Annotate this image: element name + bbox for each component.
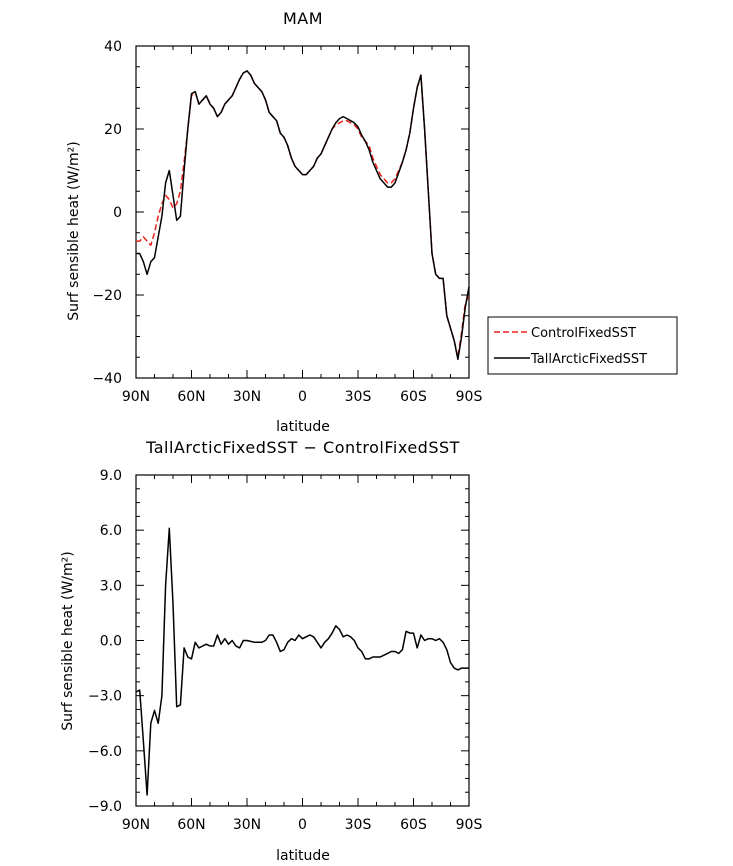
- bottom-y-axis-label: Surf sensible heat (W/m²): [60, 551, 76, 730]
- bottom-x-tick-label: 30S: [345, 817, 372, 833]
- bottom-plot-area: 90N 60N 30N 0 30S 60S 90S 9.0 6.0 3.0 0.0 −3.0 −6.0 −…: [88, 468, 482, 833]
- bottom-x-tick-label: 90N: [122, 817, 150, 833]
- bottom-y-tick-label: −3.0: [88, 689, 122, 705]
- top-x-tick-label: 90S: [456, 389, 483, 405]
- bottom-y-tick-label: −9.0: [88, 799, 122, 815]
- top-y-tick-label: 0: [113, 205, 122, 221]
- top-x-axis-label: latitude: [276, 419, 330, 435]
- legend-label-control: ControlFixedSST: [531, 326, 636, 341]
- bottom-y-tick-label: −6.0: [88, 744, 122, 760]
- top-x-tick-label: 30S: [345, 389, 372, 405]
- bottom-y-tick-label: 6.0: [100, 523, 122, 539]
- top-y-axis-label: Surf sensible heat (W/m²): [66, 141, 82, 320]
- top-y-tick-label: −20: [92, 288, 122, 304]
- bottom-x-tick-label: 90S: [456, 817, 483, 833]
- bottom-series-line-difference: [135, 527, 469, 796]
- panel-top: MAM Surf sensible heat (W/m²) latitude 9…: [66, 9, 678, 435]
- bottom-x-tick-label: 60N: [177, 817, 205, 833]
- top-y-tick-label: −40: [92, 371, 122, 387]
- top-x-tick-label: 90N: [122, 389, 150, 405]
- bottom-x-tick-label: 30N: [233, 817, 261, 833]
- bottom-x-tick-label: 60S: [400, 817, 427, 833]
- top-series-line-controlfixedsst: [136, 70, 470, 359]
- legend-box: [487, 316, 678, 375]
- top-x-tick-label: 60S: [400, 389, 427, 405]
- bottom-y-tick-label: 0.0: [100, 634, 122, 650]
- bottom-y-tick-label: 3.0: [100, 578, 122, 594]
- bottom-chart-title: TallArcticFixedSST − ControlFixedSST: [145, 438, 460, 457]
- panel-bottom: TallArcticFixedSST − ControlFixedSST Sur…: [60, 438, 482, 864]
- top-x-tick-label: 60N: [177, 389, 205, 405]
- top-plot-area: 90N 60N 30N 0 30S 60S 90S 40 20 0 −20 −40: [92, 39, 482, 405]
- top-x-tick-label: 0: [298, 389, 307, 405]
- bottom-x-axis-label: latitude: [276, 848, 330, 864]
- top-y-tick-label: 40: [104, 39, 122, 55]
- top-y-tick-label: 20: [104, 122, 122, 138]
- top-x-tick-label: 30N: [233, 389, 261, 405]
- legend: ControlFixedSST TallArcticFixedSST: [487, 316, 678, 375]
- top-plot-frame: [135, 45, 470, 379]
- bottom-y-tick-label: 9.0: [100, 468, 122, 484]
- bottom-x-tick-label: 0: [298, 817, 307, 833]
- top-series-line-tallarcticfixedsst: [136, 70, 470, 361]
- top-chart-title: MAM: [283, 9, 323, 28]
- legend-label-tallarctic: TallArcticFixedSST: [530, 352, 647, 367]
